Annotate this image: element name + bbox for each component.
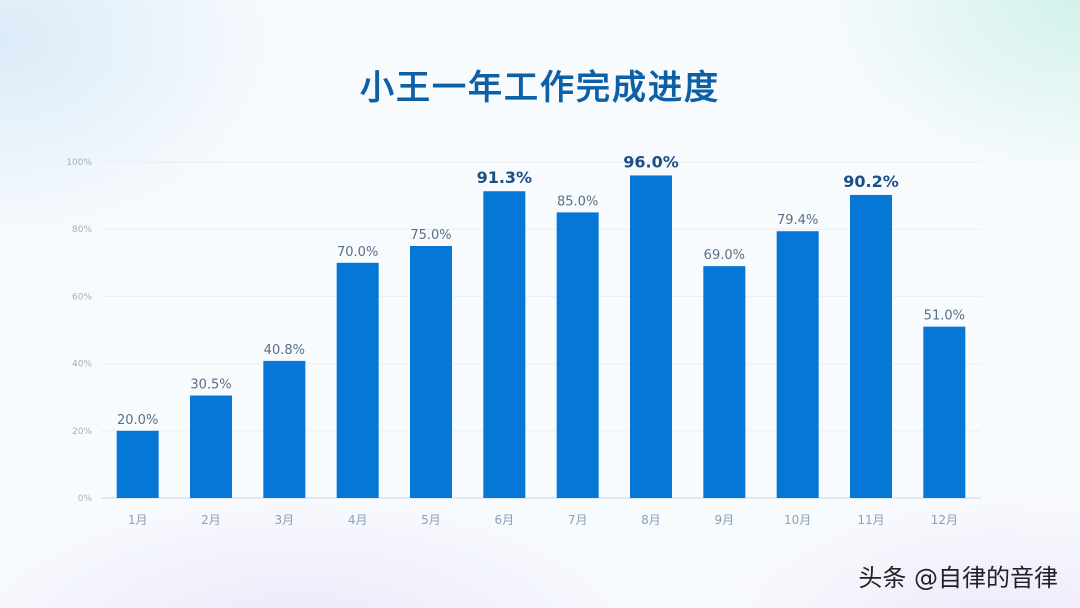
x-tick-label: 11月 [857, 513, 884, 527]
bar [410, 246, 452, 498]
data-label: 70.0% [337, 245, 378, 260]
value-labels: 20.0% 30.5% 40.8% 70.0% 75.0% 91.3% 85.0% 96.0%… [117, 152, 965, 427]
data-label: 69.0% [704, 248, 745, 263]
x-tick-label: 4月 [348, 513, 368, 527]
bar [483, 191, 526, 498]
data-label: 51.0% [924, 309, 965, 324]
x-tick-label: 7月 [568, 513, 588, 527]
x-tick-label: 12月 [931, 513, 958, 527]
data-label: 75.0% [410, 228, 451, 243]
bar [703, 266, 746, 498]
data-label: 20.0% [117, 413, 158, 428]
bar [556, 212, 599, 498]
data-label: 40.8% [264, 343, 305, 358]
y-tick-label: 60% [72, 292, 92, 302]
y-axis-ticks: 0% 20% 40% 60% 80% 100% [66, 158, 92, 504]
data-label: 90.2% [843, 172, 899, 191]
y-tick-label: 20% [72, 427, 92, 437]
y-tick-label: 100% [66, 158, 92, 168]
data-label: 85.0% [557, 194, 598, 209]
x-tick-label: 8月 [641, 513, 661, 527]
watermark: 头条 @自律的音律 [858, 564, 1058, 592]
bar [630, 175, 672, 498]
data-label: 30.5% [190, 378, 231, 393]
x-tick-label: 10月 [784, 513, 811, 527]
x-tick-label: 9月 [715, 513, 735, 527]
y-tick-label: 0% [78, 494, 93, 504]
bar [923, 326, 966, 498]
x-axis-labels: 1月 2月 3月 4月 5月 6月 7月 8月 9月 10月 11月 12月 [128, 513, 958, 527]
x-tick-label: 5月 [421, 513, 441, 527]
bar [116, 430, 159, 498]
bar [776, 231, 819, 498]
chart-title: 小王一年工作完成进度 [360, 68, 720, 108]
x-tick-label: 2月 [201, 513, 221, 527]
bars [116, 175, 966, 499]
y-tick-label: 80% [72, 225, 92, 235]
x-tick-label: 3月 [275, 513, 295, 527]
data-label: 91.3% [477, 168, 533, 187]
bar [263, 360, 306, 498]
grid-lines [101, 161, 981, 499]
x-tick-label: 6月 [495, 513, 515, 527]
bar [336, 262, 379, 498]
x-tick-label: 1月 [128, 513, 148, 527]
data-label: 79.4% [777, 213, 818, 228]
bar [850, 194, 892, 499]
y-tick-label: 40% [72, 360, 92, 370]
bar [190, 395, 232, 498]
data-label: 96.0% [623, 152, 679, 171]
